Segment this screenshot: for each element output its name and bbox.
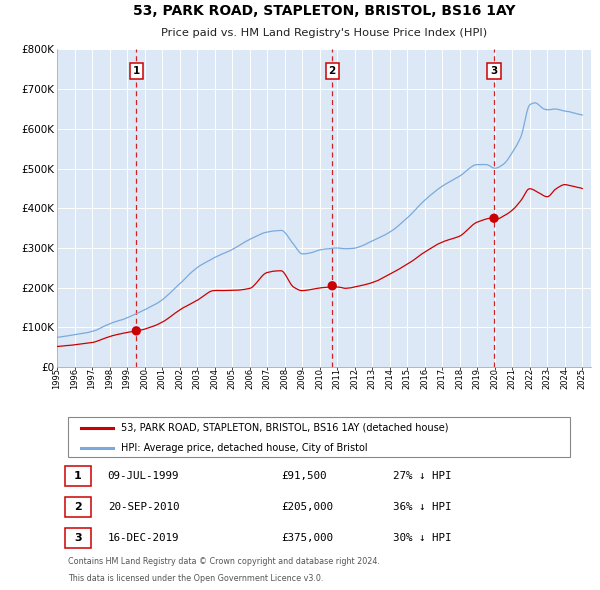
Text: Contains HM Land Registry data © Crown copyright and database right 2024.: Contains HM Land Registry data © Crown c… — [68, 557, 380, 566]
Text: HPI: Average price, detached house, City of Bristol: HPI: Average price, detached house, City… — [121, 443, 368, 453]
Text: 2020: 2020 — [490, 368, 499, 389]
Text: 16-DEC-2019: 16-DEC-2019 — [108, 533, 179, 543]
Text: 09-JUL-1999: 09-JUL-1999 — [108, 471, 179, 481]
FancyBboxPatch shape — [68, 417, 569, 457]
Text: 27% ↓ HPI: 27% ↓ HPI — [394, 471, 452, 481]
Text: 53, PARK ROAD, STAPLETON, BRISTOL, BS16 1AY (detached house): 53, PARK ROAD, STAPLETON, BRISTOL, BS16 … — [121, 422, 449, 432]
Text: 2002: 2002 — [175, 368, 184, 389]
Text: 2: 2 — [74, 502, 82, 512]
Text: 2019: 2019 — [473, 368, 482, 389]
Text: 2011: 2011 — [332, 368, 341, 389]
Text: 53, PARK ROAD, STAPLETON, BRISTOL, BS16 1AY: 53, PARK ROAD, STAPLETON, BRISTOL, BS16 … — [133, 4, 515, 18]
Text: 2023: 2023 — [543, 368, 552, 389]
Text: 1998: 1998 — [105, 368, 114, 389]
Text: £91,500: £91,500 — [281, 471, 327, 481]
Text: 2022: 2022 — [525, 368, 534, 389]
Text: 1997: 1997 — [88, 368, 97, 389]
Text: 1: 1 — [133, 66, 140, 76]
Text: 2: 2 — [329, 66, 336, 76]
Text: 2005: 2005 — [227, 368, 236, 389]
FancyBboxPatch shape — [65, 467, 91, 486]
Text: 2025: 2025 — [578, 368, 587, 389]
FancyBboxPatch shape — [65, 528, 91, 548]
Text: 2024: 2024 — [560, 368, 569, 389]
Text: 20-SEP-2010: 20-SEP-2010 — [108, 502, 179, 512]
Text: 2015: 2015 — [403, 368, 412, 389]
Text: Price paid vs. HM Land Registry's House Price Index (HPI): Price paid vs. HM Land Registry's House … — [161, 28, 487, 38]
Text: 1996: 1996 — [70, 368, 79, 389]
Text: 36% ↓ HPI: 36% ↓ HPI — [394, 502, 452, 512]
Text: 3: 3 — [74, 533, 82, 543]
Text: 2014: 2014 — [385, 368, 394, 389]
Text: 2003: 2003 — [193, 368, 202, 389]
Text: 2007: 2007 — [263, 368, 272, 389]
Text: £375,000: £375,000 — [281, 533, 333, 543]
Text: 2006: 2006 — [245, 368, 254, 389]
Text: 1999: 1999 — [122, 368, 131, 389]
Point — [328, 281, 337, 290]
Text: 3: 3 — [490, 66, 497, 76]
Text: 2008: 2008 — [280, 368, 289, 389]
Text: 30% ↓ HPI: 30% ↓ HPI — [394, 533, 452, 543]
FancyBboxPatch shape — [65, 497, 91, 517]
Text: 2010: 2010 — [315, 368, 324, 389]
Text: 2012: 2012 — [350, 368, 359, 389]
Text: 1995: 1995 — [53, 368, 62, 389]
Text: 2009: 2009 — [298, 368, 307, 389]
Text: £205,000: £205,000 — [281, 502, 333, 512]
Text: 2000: 2000 — [140, 368, 149, 389]
Text: 2001: 2001 — [158, 368, 167, 389]
Text: 2021: 2021 — [508, 368, 517, 389]
Text: 2018: 2018 — [455, 368, 464, 389]
Text: This data is licensed under the Open Government Licence v3.0.: This data is licensed under the Open Gov… — [68, 573, 323, 583]
Point — [131, 326, 141, 336]
Text: 2013: 2013 — [368, 368, 377, 389]
Point — [489, 214, 499, 223]
Text: 2004: 2004 — [210, 368, 219, 389]
Text: 2017: 2017 — [437, 368, 446, 389]
Text: 2016: 2016 — [420, 368, 429, 389]
Text: 1: 1 — [74, 471, 82, 481]
